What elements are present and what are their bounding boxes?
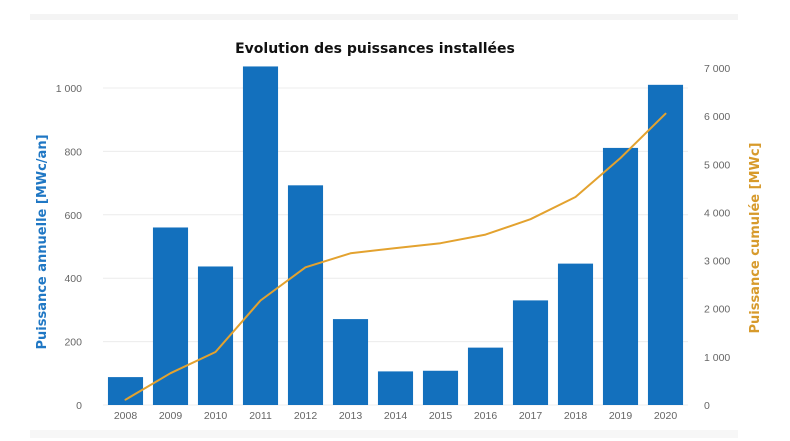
y-right-tick-label: 5 000 <box>704 159 730 171</box>
x-tick-label: 2020 <box>654 410 678 422</box>
y-left-tick-label: 200 <box>64 337 82 349</box>
x-tick-label: 2010 <box>204 410 228 422</box>
bar-2012 <box>287 185 324 405</box>
y-left-tick-label: 0 <box>76 400 82 412</box>
bar-2017 <box>512 300 549 405</box>
y-axis-right-label: Puissance cumulée [MWc] <box>748 142 763 333</box>
y-right-tick-label: 1 000 <box>704 352 730 364</box>
y-axis-left-label: Puissance annuelle [MWc/an] <box>35 134 50 349</box>
y-right-tick-label: 3 000 <box>704 256 730 268</box>
x-tick-label: 2016 <box>474 410 498 422</box>
bars <box>107 66 684 405</box>
bar-2010 <box>197 266 234 405</box>
bar-2008 <box>107 377 144 405</box>
y-right-tick-label: 7 000 <box>704 63 730 75</box>
bar-2020 <box>647 84 684 405</box>
bottom-divider <box>30 430 738 438</box>
cumulative-line <box>124 112 667 401</box>
bar-2016 <box>467 347 504 405</box>
y-right-tick-label: 0 <box>704 400 710 412</box>
y-left-tick-label: 400 <box>64 273 82 285</box>
y-right-tick-label: 2 000 <box>704 304 730 316</box>
chart-title: Evolution des puissances installées <box>235 41 515 57</box>
x-tick-label: 2008 <box>114 410 138 422</box>
x-tick-label: 2011 <box>249 410 272 422</box>
tick-labels: 0 200 400 600 800 1 000 0 1 000 2 000 3 000 4 000 5… <box>56 63 731 422</box>
bar-2014 <box>377 371 414 405</box>
cumulative-line-layer <box>124 112 667 401</box>
y-right-tick-label: 4 000 <box>704 207 730 219</box>
x-tick-label: 2018 <box>564 410 588 422</box>
x-tick-label: 2012 <box>294 410 318 422</box>
bar-2013 <box>332 319 369 405</box>
y-right-tick-label: 6 000 <box>704 111 730 123</box>
bar-2009 <box>152 227 189 405</box>
bar-2011 <box>242 66 279 405</box>
x-tick-label: 2013 <box>339 410 363 422</box>
x-tick-label: 2017 <box>519 410 543 422</box>
y-left-tick-label: 600 <box>64 210 82 222</box>
x-tick-label: 2009 <box>159 410 183 422</box>
bar-2015 <box>422 370 459 405</box>
y-left-tick-label: 1 000 <box>56 83 82 95</box>
y-left-tick-label: 800 <box>64 146 82 158</box>
x-tick-label: 2015 <box>429 410 453 422</box>
bar-2018 <box>557 263 594 405</box>
x-tick-label: 2019 <box>609 410 633 422</box>
bar-2019 <box>602 147 639 405</box>
top-divider <box>30 14 738 20</box>
gridlines <box>103 87 688 406</box>
x-tick-label: 2014 <box>384 410 408 422</box>
